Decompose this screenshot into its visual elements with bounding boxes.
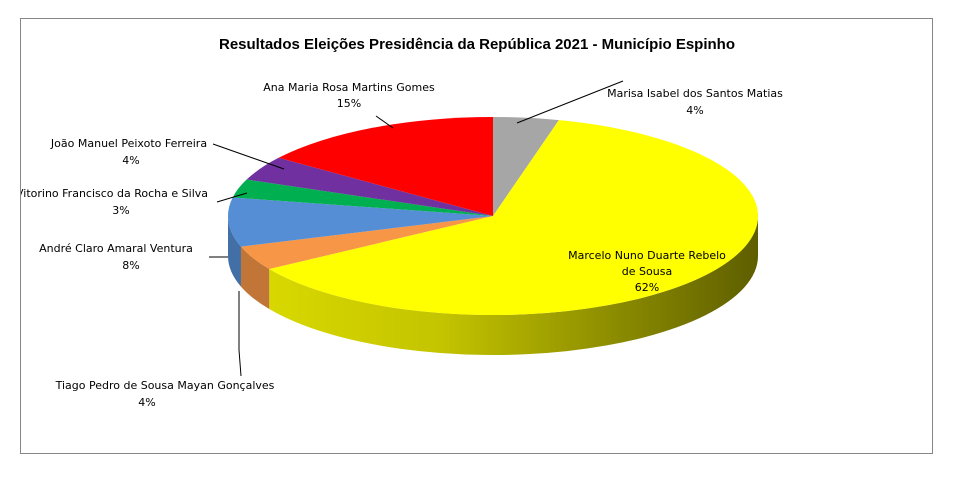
category-label-marisa-isabel-dos-santos-matias: Marisa Isabel dos Santos Matias	[607, 87, 783, 100]
category-label-ana-maria-rosa-martins-gomes: Ana Maria Rosa Martins Gomes	[263, 81, 435, 94]
leader-line-vitorino-francisco-da-rocha-e-silva	[216, 192, 248, 203]
pie-slice-ana-maria-rosa-martins-gomes	[278, 117, 493, 216]
pie-slice-tiago-pedro-de-sousa-mayan-goncalves	[240, 216, 493, 270]
pie-chart: Resultados Eleições Presidência da Repúb…	[21, 36, 783, 409]
value-label-joao-manuel-peixoto-ferreira: 4%	[122, 154, 139, 167]
leader-line-tiago-pedro-de-sousa-mayan-goncalves	[238, 291, 242, 377]
chart-title: Resultados Eleições Presidência da Repúb…	[219, 36, 735, 53]
chart-area: Resultados Eleições Presidência da Repúb…	[20, 18, 933, 454]
category-label-marcelo-nuno-duarte-rebelo-de-sousa: de Sousa	[622, 265, 672, 278]
pie-side-tiago-pedro-de-sousa-mayan-goncalves	[240, 246, 270, 310]
value-label-ana-maria-rosa-martins-gomes: 15%	[337, 97, 361, 110]
leader-line-joao-manuel-peixoto-ferreira	[212, 143, 285, 170]
category-label-tiago-pedro-de-sousa-mayan-goncalves: Tiago Pedro de Sousa Mayan Gonçalves	[55, 379, 275, 392]
value-label-tiago-pedro-de-sousa-mayan-goncalves: 4%	[138, 396, 155, 409]
leader-line-ana-maria-rosa-martins-gomes	[375, 115, 394, 129]
category-label-vitorino-francisco-da-rocha-e-silva: Vitorino Francisco da Rocha e Silva	[21, 187, 208, 200]
pie-slice-marisa-isabel-dos-santos-matias	[493, 117, 559, 216]
leader-line-marisa-isabel-dos-santos-matias	[516, 80, 624, 124]
category-label-marcelo-nuno-duarte-rebelo-de-sousa: Marcelo Nuno Duarte Rebelo	[568, 249, 726, 262]
pie-slice-marcelo-nuno-duarte-rebelo-de-sousa	[269, 120, 758, 316]
value-label-marcelo-nuno-duarte-rebelo-de-sousa: 62%	[635, 281, 659, 294]
category-label-andre-claro-amaral-ventura: André Claro Amaral Ventura	[39, 242, 193, 255]
pie-side-marcelo-nuno-duarte-rebelo-de-sousa	[269, 216, 758, 356]
pie-slice-vitorino-francisco-da-rocha-e-silva	[232, 179, 493, 216]
value-label-andre-claro-amaral-ventura: 8%	[122, 259, 139, 272]
category-label-joao-manuel-peixoto-ferreira: João Manuel Peixoto Ferreira	[50, 137, 207, 150]
value-label-marisa-isabel-dos-santos-matias: 4%	[686, 104, 703, 117]
pie-side-andre-claro-amaral-ventura	[228, 216, 241, 287]
value-label-vitorino-francisco-da-rocha-e-silva: 3%	[112, 204, 129, 217]
pie-slice-andre-claro-amaral-ventura	[227, 197, 493, 247]
pie-slice-joao-manuel-peixoto-ferreira	[246, 157, 493, 216]
